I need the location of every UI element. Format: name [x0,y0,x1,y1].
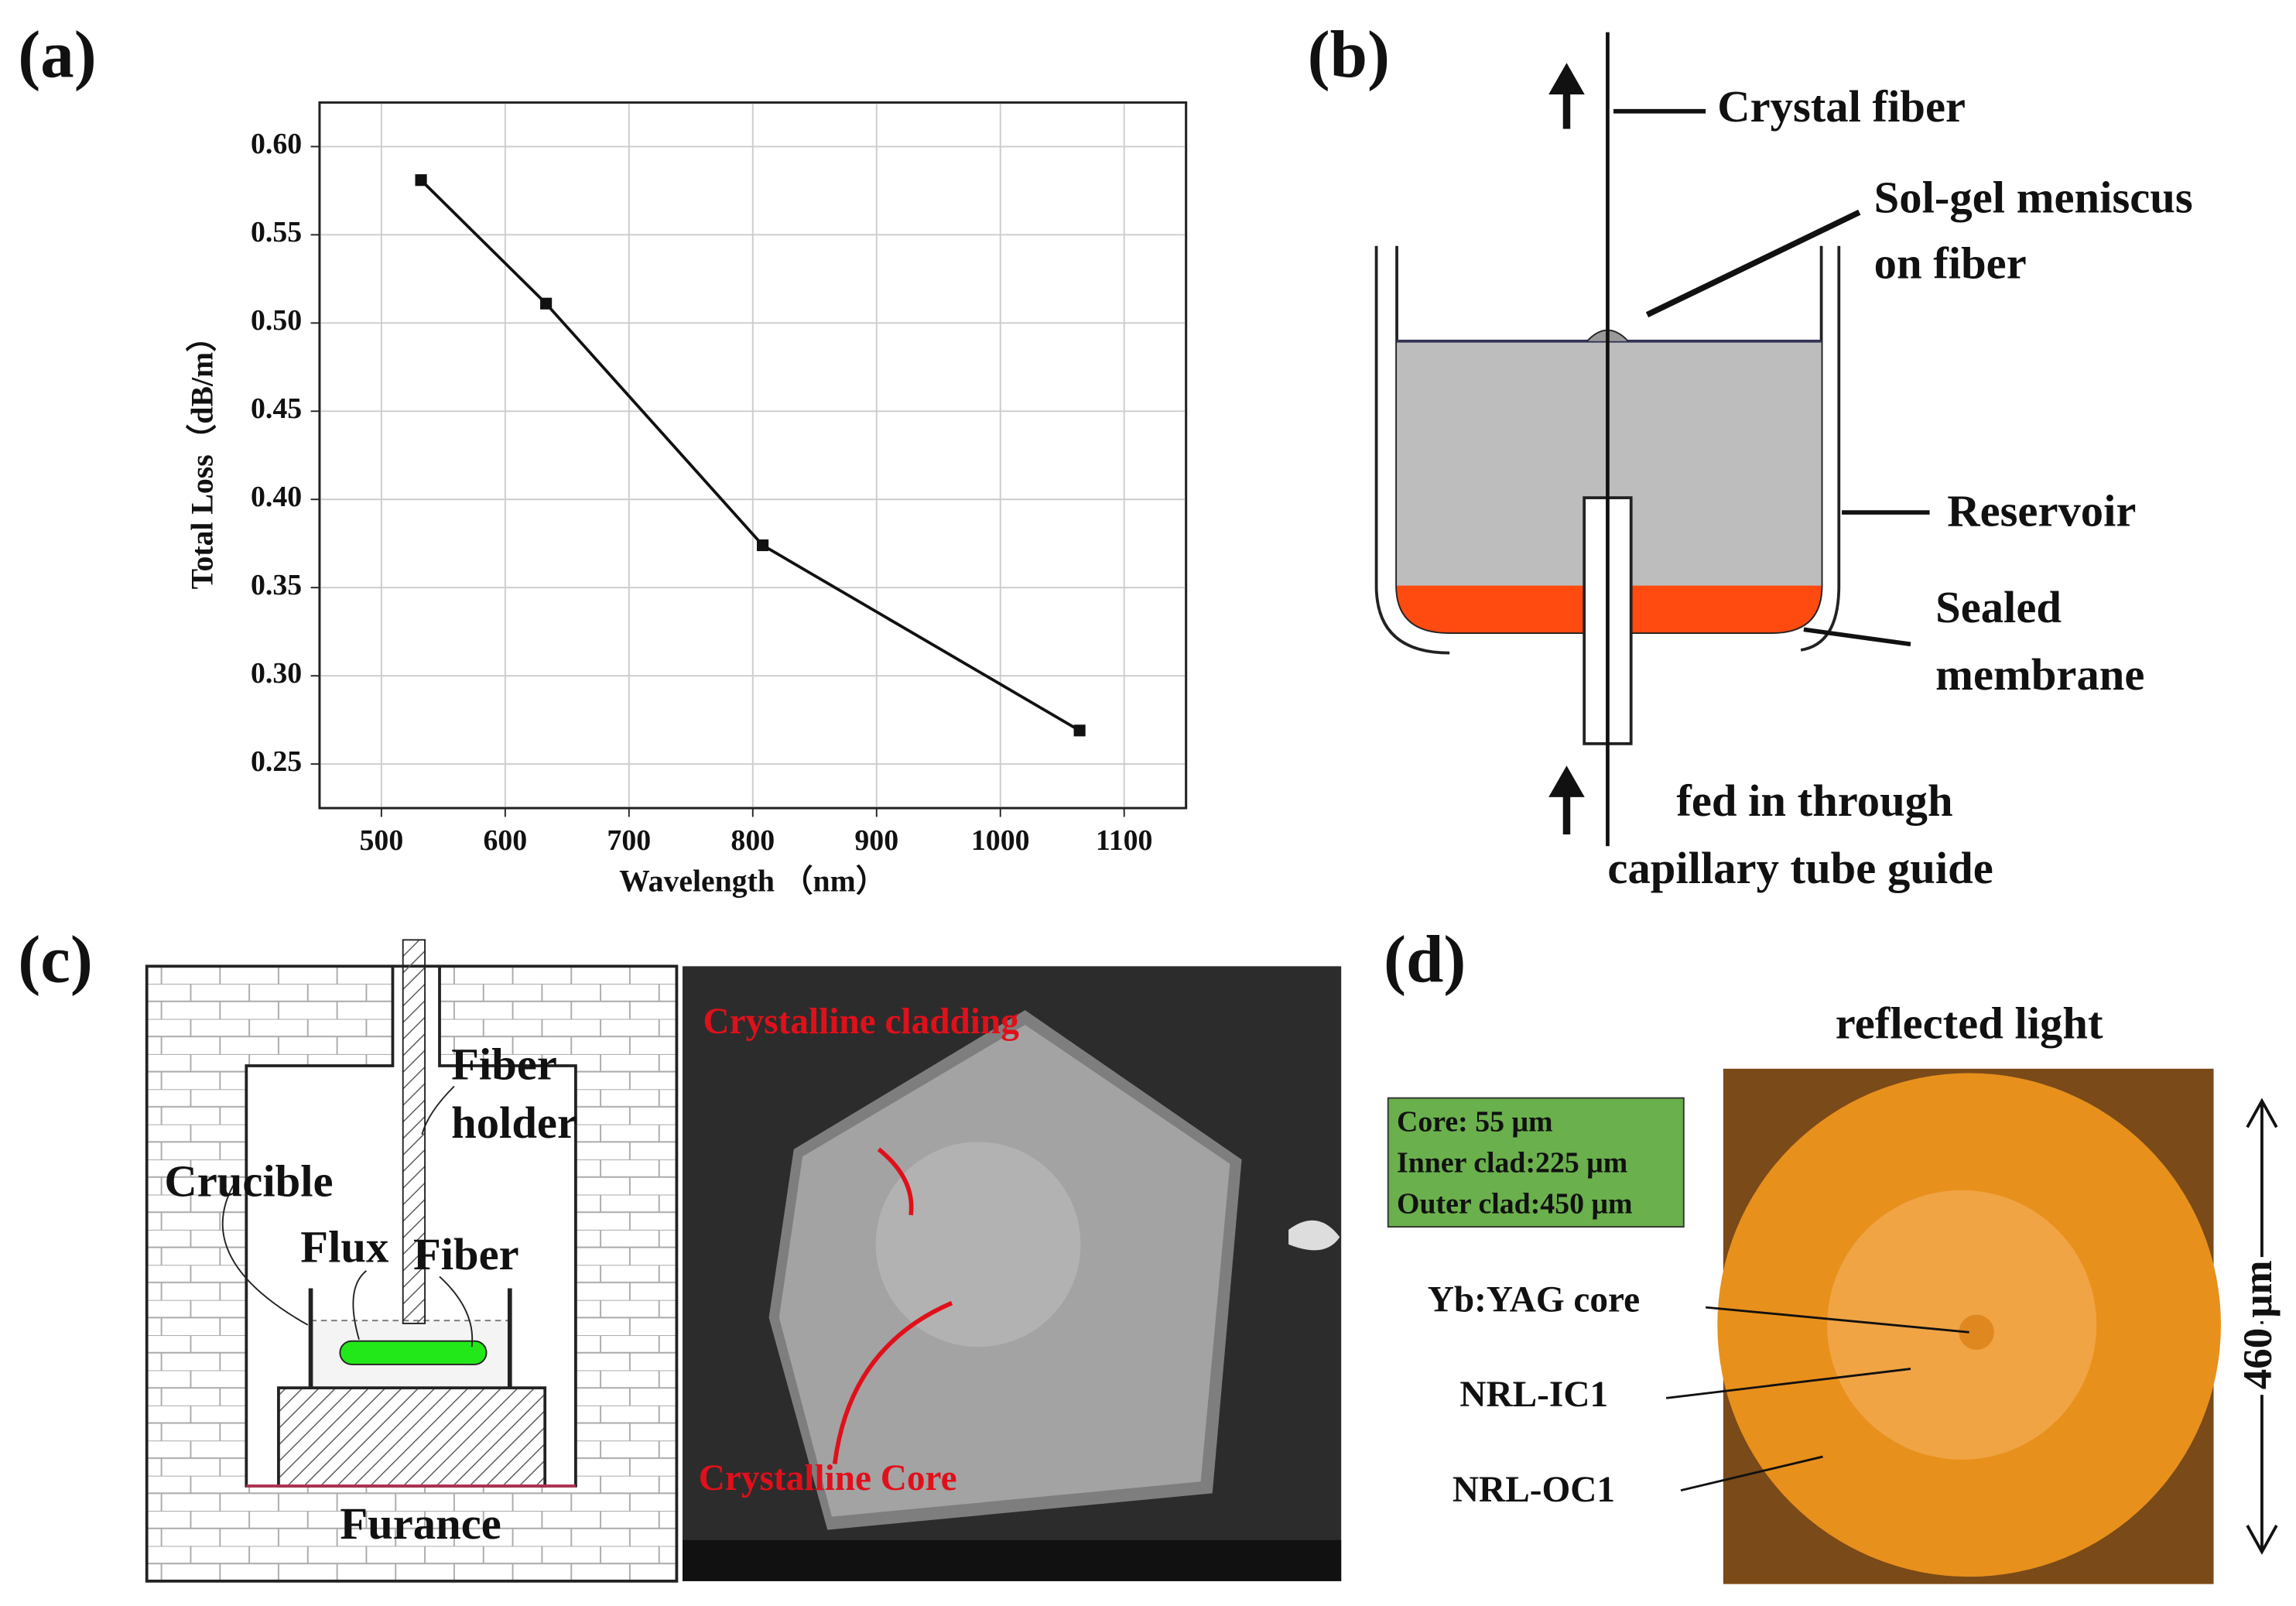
x-tick-label: 900 [854,824,898,857]
x-tick-label: 500 [360,824,404,857]
y-tick-label: 0.55 [251,216,302,248]
particle [1288,1220,1340,1251]
x-tick-label: 600 [483,824,527,857]
marker [415,174,427,187]
fiber-holder [402,939,426,1324]
scale-label: 460 μm [2236,1260,2281,1389]
panel-b: Crystal fiber Sol-gel meniscus on fiber … [1374,32,2193,893]
sem-footer [682,1539,1342,1581]
panel-label: (d) [1384,921,1466,996]
y-axis-label: Total Loss（dB/m） [185,321,219,589]
label: membrane [1935,649,2144,700]
plot-frame [318,101,1188,810]
marker [757,539,769,552]
x-tick-label: 800 [731,824,775,857]
scale-arrow [2246,1097,2278,1555]
panel-label: (b) [1308,16,1390,91]
arrow [1548,765,1585,835]
panel-label: (c) [18,921,93,996]
panel-label: (a) [18,16,96,91]
label: Crucible [164,1156,333,1207]
y-tick-label: 0.45 [251,392,302,425]
panel-d: Core: 55 μm Inner clad:225 μm Outer clad… [1387,998,2287,1584]
crucible [308,1288,512,1389]
label: Crystalline cladding [703,1002,1019,1042]
label: fed in through [1676,776,1952,826]
marker [1073,724,1086,737]
x-axis-label: Wavelength （nm） [619,865,886,899]
label: Furance [340,1498,501,1549]
label: Fiber [451,1039,557,1089]
core [875,1142,1081,1347]
label: Sealed [1935,582,2062,632]
spec-box [1387,1097,1685,1228]
y-tick-label: 0.35 [251,569,302,601]
title: reflected light [1836,998,2103,1048]
label: NRL-IC1 [1459,1375,1608,1415]
y-tick-label: 0.50 [251,304,302,337]
x-tick-label: 1000 [971,824,1030,857]
reservoir-wall [1374,245,1450,655]
label: Outer clad:450 μm [1397,1187,1632,1220]
core [1959,1314,1994,1350]
panel-c: Fiber holder Crucible Flux Fiber Furance… [145,939,1342,1583]
label: holder [451,1097,577,1148]
label: Core: 55 μm [1397,1105,1552,1138]
fiber [339,1340,488,1365]
reservoir-wall [1800,245,1841,652]
label: capillary tube guide [1607,843,1993,893]
leader [1803,627,1911,647]
y-tick-label: 0.30 [251,657,302,690]
chart-a: 500 600 700 800 900 1000 1100 0.25 0.30 0.35 0.40 0… [185,101,1188,899]
y-tick-label: 0.40 [251,481,302,513]
x-tick-label: 700 [607,824,651,857]
label: Crystalline Core [699,1458,957,1498]
arrow [1548,63,1585,129]
line [419,179,1081,732]
label: Yb:YAG core [1428,1279,1640,1320]
leader [1665,1306,1969,1491]
leader [1645,209,1861,318]
pedestal [277,1386,547,1488]
leader [221,1085,474,1347]
marker [540,297,553,310]
y-tick-label: 0.60 [251,128,302,160]
x-tick-label: 1100 [1096,824,1153,857]
label: Inner clad:225 μm [1397,1146,1627,1179]
y-tick-label: 0.25 [251,745,302,778]
leader [832,1147,953,1464]
label: Reservoir [1947,485,2136,536]
label: on fiber [1874,238,2027,289]
label: NRL-OC1 [1453,1470,1615,1510]
label: Crystal fiber [1717,81,1966,132]
label: Fiber [413,1229,519,1279]
label: Flux [300,1222,388,1272]
label: Sol-gel meniscus [1874,172,2193,222]
